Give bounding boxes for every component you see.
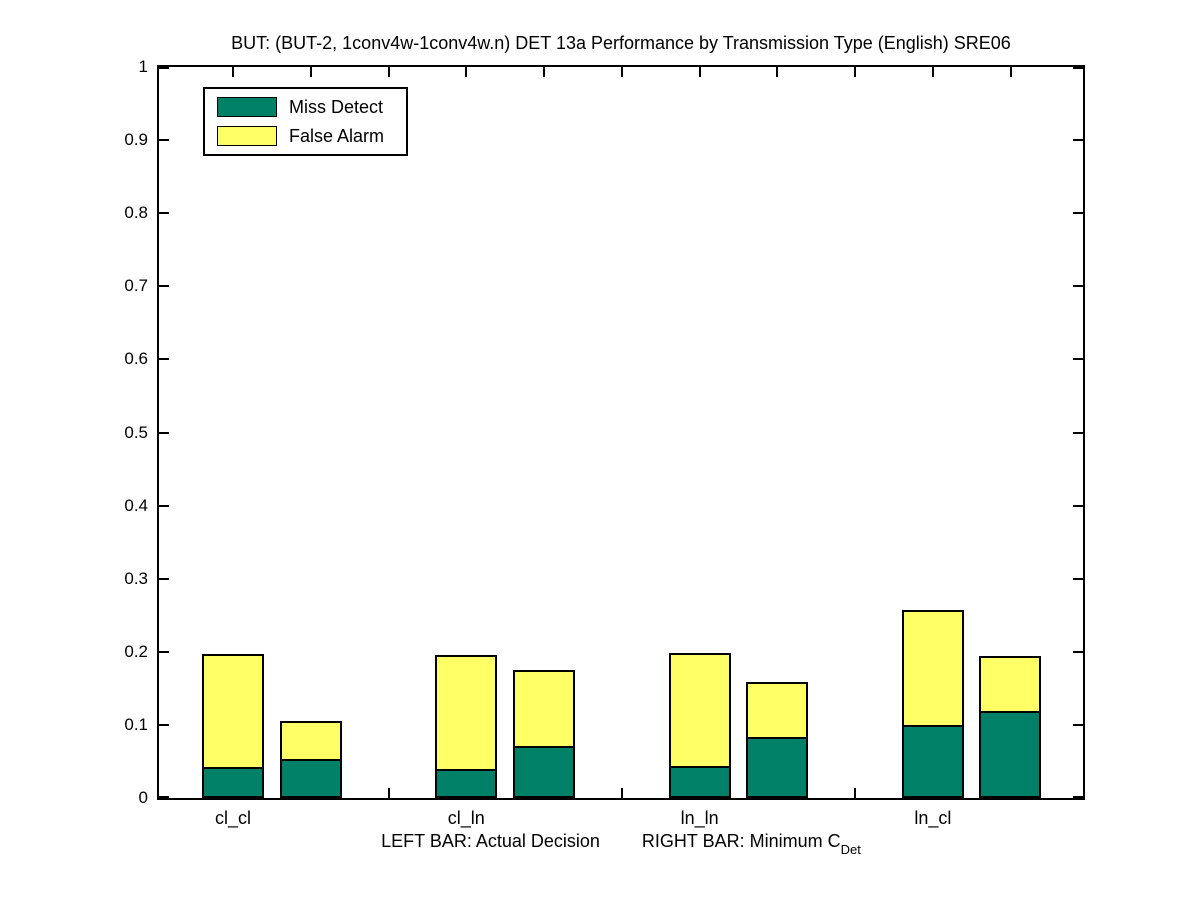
x-axis-tick: [776, 67, 778, 77]
bar-segment-false-alarm: [902, 610, 964, 727]
y-axis-tick-label: 0.3: [124, 569, 148, 588]
x-axis-tick: [621, 67, 623, 77]
y-axis-tick: [1073, 651, 1083, 653]
x-axis-tick: [388, 67, 390, 77]
bar-segment-miss-detect: [669, 766, 731, 798]
x-axis-tick: [232, 67, 234, 77]
x-axis-tick: [854, 67, 856, 77]
caption-right-bar: RIGHT BAR: Minimum C: [641, 831, 841, 851]
y-axis-tick: [1073, 505, 1083, 507]
y-axis-tick: [1073, 796, 1083, 798]
x-category-label: cl_ln: [447, 808, 485, 828]
chart-title: BUT: (BUT-2, 1conv4w-1conv4w.n) DET 13a …: [231, 33, 1011, 53]
y-axis-tick-label: 1: [138, 57, 148, 76]
bar-segment-miss-detect: [746, 737, 808, 798]
x-axis-tick: [1010, 67, 1012, 77]
y-axis-tick-label: 0.4: [124, 496, 148, 515]
caption-subscript: Det: [840, 842, 861, 857]
y-axis-tick-label: 0.8: [124, 203, 148, 222]
x-axis-tick: [543, 67, 545, 77]
x-axis-tick: [854, 788, 856, 798]
bar-segment-miss-detect: [202, 767, 264, 798]
y-axis-tick: [159, 358, 169, 360]
legend-swatch-miss-detect: [217, 97, 277, 117]
bar-segment-false-alarm: [669, 653, 731, 768]
y-axis-tick: [1073, 724, 1083, 726]
y-axis-tick: [159, 285, 169, 287]
x-axis-tick: [388, 788, 390, 798]
y-axis-tick: [159, 432, 169, 434]
bar-segment-miss-detect: [280, 759, 342, 798]
y-axis-tick-label: 0.6: [124, 349, 148, 368]
y-axis-tick: [159, 724, 169, 726]
x-category-label: cl_cl: [214, 808, 251, 828]
y-axis-tick: [1073, 285, 1083, 287]
legend-swatch-false-alarm: [217, 126, 277, 146]
legend-item-miss-detect: Miss Detect: [205, 97, 406, 117]
y-axis-tick: [159, 651, 169, 653]
plot-area: [157, 65, 1085, 800]
bar-segment-false-alarm: [202, 654, 264, 769]
x-axis-tick: [699, 67, 701, 77]
x-axis-tick: [310, 67, 312, 77]
y-axis-tick-label: 0.7: [124, 276, 148, 295]
y-axis-tick: [159, 796, 169, 798]
y-axis-tick: [1073, 139, 1083, 141]
y-axis-tick: [159, 212, 169, 214]
y-axis-tick-label: 0: [138, 788, 148, 807]
bar-segment-false-alarm: [435, 655, 497, 771]
x-axis-tick: [932, 67, 934, 77]
y-axis-tick-label: 0.2: [124, 642, 148, 661]
y-axis-tick: [1073, 358, 1083, 360]
x-axis-caption: LEFT BAR: Actual Decision RIGHT BAR: Mini…: [157, 831, 1085, 857]
legend-item-false-alarm: False Alarm: [205, 126, 406, 146]
bar-segment-miss-detect: [902, 725, 964, 798]
x-category-label: ln_cl: [914, 808, 952, 828]
y-axis-tick: [159, 505, 169, 507]
y-axis-tick: [1073, 432, 1083, 434]
bar-segment-miss-detect: [435, 769, 497, 798]
caption-left-bar: LEFT BAR: Actual Decision: [381, 831, 600, 851]
legend: Miss Detect False Alarm: [203, 87, 408, 156]
y-axis-tick-label: 0.9: [124, 130, 148, 149]
legend-label-miss-detect: Miss Detect: [289, 97, 384, 117]
y-axis-tick-label: 0.5: [124, 423, 148, 442]
y-axis-tick: [1073, 67, 1083, 69]
bar-segment-false-alarm: [513, 670, 575, 748]
x-category-label: ln_ln: [680, 808, 719, 828]
y-axis-tick-label: 0.1: [124, 715, 148, 734]
y-axis-tick: [159, 578, 169, 580]
bar-segment-miss-detect: [513, 746, 575, 798]
bar-segment-false-alarm: [746, 682, 808, 739]
y-axis-tick: [1073, 212, 1083, 214]
y-axis-tick: [159, 67, 169, 69]
y-axis-tick: [1073, 578, 1083, 580]
bar-segment-false-alarm: [280, 721, 342, 761]
bar-segment-miss-detect: [979, 711, 1041, 798]
bar-segment-false-alarm: [979, 656, 1041, 713]
y-axis-tick: [159, 139, 169, 141]
x-axis-tick: [621, 788, 623, 798]
x-axis-tick: [465, 67, 467, 77]
legend-label-false-alarm: False Alarm: [289, 126, 385, 146]
